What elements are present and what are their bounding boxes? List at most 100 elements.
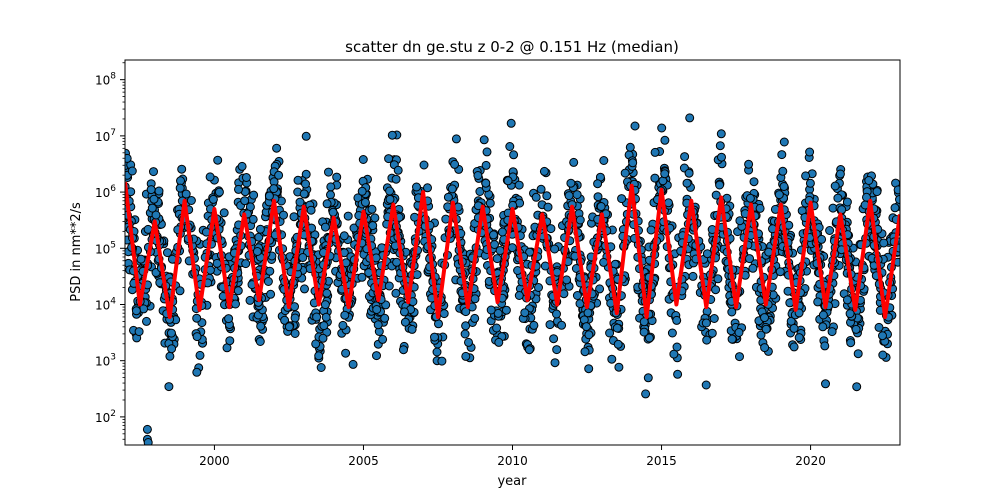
scatter-point bbox=[451, 134, 461, 144]
scatter-point bbox=[779, 182, 789, 191]
scatter-point bbox=[320, 222, 330, 232]
scatter-point bbox=[373, 320, 383, 330]
scatter-point bbox=[384, 154, 394, 164]
scatter-point bbox=[192, 367, 202, 377]
y-tick-label: 108 bbox=[95, 72, 116, 88]
scatter-point bbox=[192, 332, 202, 342]
scatter-point bbox=[186, 196, 196, 205]
scatter-point bbox=[485, 198, 495, 208]
scatter-point bbox=[524, 345, 534, 355]
scatter-point bbox=[569, 157, 579, 167]
scatter-outlier bbox=[142, 424, 152, 434]
scatter-point bbox=[846, 338, 856, 348]
scatter-point bbox=[357, 272, 367, 282]
scatter-point bbox=[166, 328, 176, 338]
scatter-point bbox=[460, 329, 470, 339]
scatter-point bbox=[322, 199, 332, 209]
y-tick-label: 104 bbox=[95, 296, 116, 312]
scatter-point bbox=[682, 178, 692, 188]
scatter-point bbox=[205, 172, 215, 182]
scatter-point bbox=[492, 323, 502, 333]
scatter-point bbox=[572, 291, 582, 300]
y-axis: 102 103 104 105 106 107 108 bbox=[95, 62, 125, 440]
scatter-point bbox=[298, 253, 308, 262]
scatter-point bbox=[514, 291, 524, 300]
scatter-point bbox=[301, 179, 310, 189]
scatter-point bbox=[639, 317, 649, 327]
scatter-point bbox=[713, 274, 723, 284]
scatter-point bbox=[163, 248, 172, 258]
scatter-point bbox=[358, 155, 368, 164]
scatter-point bbox=[707, 328, 717, 338]
scatter-point bbox=[125, 153, 132, 163]
scatter-point bbox=[789, 342, 799, 352]
scatter-point bbox=[660, 169, 670, 179]
scatter-point bbox=[481, 160, 491, 170]
scatter-point bbox=[552, 345, 562, 355]
scatter-point bbox=[701, 380, 711, 390]
scatter-point bbox=[321, 312, 331, 322]
scatter-point bbox=[280, 315, 290, 325]
scatter-point bbox=[391, 174, 401, 184]
scatter-point bbox=[688, 271, 698, 281]
scatter-point bbox=[620, 168, 630, 178]
scatter-point bbox=[715, 141, 725, 151]
scatter-point bbox=[711, 190, 721, 200]
scatter-point bbox=[255, 224, 265, 234]
scatter-point bbox=[853, 349, 863, 359]
scatter-point bbox=[748, 263, 758, 273]
scatter-point bbox=[263, 277, 273, 286]
scatter-point bbox=[890, 203, 900, 213]
scatter-point bbox=[549, 334, 559, 344]
scatter-point bbox=[507, 243, 517, 253]
scatter-point bbox=[639, 327, 649, 337]
scatter-point bbox=[492, 254, 502, 264]
scatter-point bbox=[349, 223, 359, 233]
scatter-point bbox=[818, 310, 828, 320]
scatter-point bbox=[318, 333, 328, 343]
scatter-point bbox=[412, 182, 421, 192]
scatter-point bbox=[234, 184, 243, 194]
scatter-point bbox=[324, 167, 333, 177]
scatter-point bbox=[290, 302, 299, 312]
scatter-point bbox=[443, 192, 453, 202]
scatter-point bbox=[749, 177, 759, 187]
scatter-point bbox=[384, 281, 394, 291]
scatter-point bbox=[702, 335, 712, 345]
scatter-point bbox=[241, 259, 251, 269]
scatter-point bbox=[774, 190, 784, 200]
scatter-point bbox=[562, 275, 572, 285]
scatter-point bbox=[612, 323, 622, 333]
scatter-point bbox=[213, 155, 223, 165]
scatter-point bbox=[613, 339, 623, 349]
y-tick-label: 103 bbox=[95, 353, 116, 369]
scatter-point bbox=[557, 320, 567, 330]
scatter-point bbox=[711, 285, 721, 295]
scatter-point bbox=[269, 184, 279, 194]
scatter-point bbox=[300, 284, 309, 294]
scatter-point bbox=[650, 147, 660, 157]
scatter-point bbox=[328, 207, 338, 217]
scatter-point bbox=[399, 345, 408, 355]
scatter-point bbox=[385, 194, 395, 204]
scatter-point bbox=[878, 350, 888, 360]
scatter-point bbox=[599, 257, 609, 267]
scatter-point bbox=[497, 227, 507, 237]
scatter-point bbox=[605, 328, 615, 338]
scatter-point bbox=[495, 246, 505, 255]
scatter-point bbox=[845, 309, 855, 319]
scatter-point bbox=[593, 192, 603, 202]
scatter-point bbox=[805, 147, 815, 157]
scatter-point bbox=[353, 193, 363, 203]
scatter-point bbox=[550, 244, 560, 254]
scatter-point bbox=[131, 306, 141, 316]
x-axis-label: year bbox=[497, 474, 527, 489]
scatter-point bbox=[835, 169, 845, 179]
scatter-point bbox=[872, 187, 882, 197]
scatter-point bbox=[461, 351, 471, 361]
scatter-point bbox=[734, 328, 744, 337]
scatter-point bbox=[341, 348, 351, 358]
scatter-point bbox=[432, 347, 442, 357]
scatter-point bbox=[672, 315, 682, 325]
